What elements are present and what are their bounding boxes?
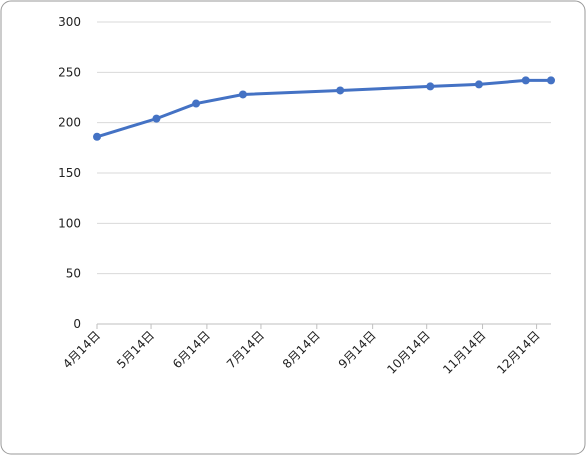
y-tick-label: 250 [58, 65, 81, 79]
y-tick-label: 50 [66, 267, 81, 281]
y-tick-label: 200 [58, 116, 81, 130]
point [192, 99, 201, 108]
y-tick-label: 150 [58, 166, 81, 180]
point [521, 76, 530, 85]
point [238, 90, 247, 99]
y-tick-label: 0 [73, 317, 81, 331]
y-tick-label: 100 [58, 216, 81, 230]
y-tick-label: 300 [58, 15, 81, 29]
point [426, 82, 435, 91]
point [547, 76, 555, 85]
point [152, 114, 161, 123]
point [474, 80, 483, 89]
point [93, 132, 101, 141]
point [336, 86, 345, 95]
